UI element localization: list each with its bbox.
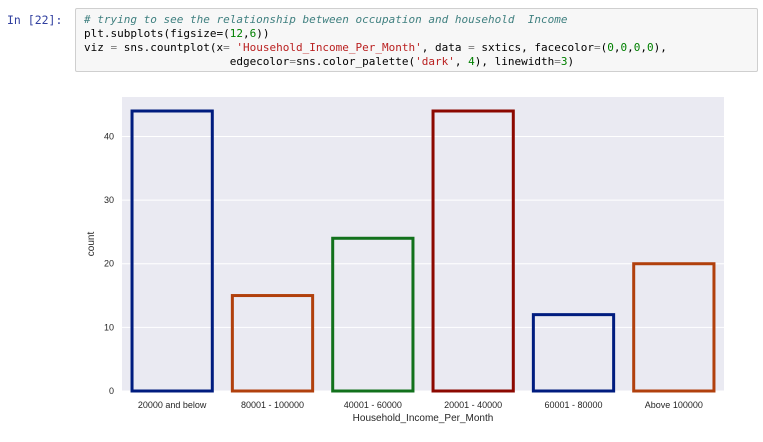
code-line: # trying to see the relationship between… <box>84 13 667 27</box>
x-axis-label: Household_Income_Per_Month <box>353 413 494 424</box>
bar <box>230 294 315 393</box>
x-tick-label: 20000 and below <box>138 400 207 410</box>
code-token: 0 <box>646 41 654 54</box>
code-input-area[interactable]: # trying to see the relationship between… <box>75 8 758 72</box>
code-token: , <box>613 41 621 54</box>
plot-background <box>122 97 724 391</box>
code-token: ), linewidth <box>474 55 555 68</box>
code-token: ) <box>567 55 575 68</box>
code-token: 'dark' <box>415 55 455 68</box>
y-axis-label: count <box>86 232 97 257</box>
code-token: edgecolor <box>84 55 290 68</box>
code-token: = <box>110 41 118 54</box>
code-editor[interactable]: # trying to see the relationship between… <box>84 13 667 69</box>
input-prompt: In [22]: <box>7 13 63 27</box>
code-token: , <box>454 55 469 68</box>
code-token: = <box>468 41 475 54</box>
code-token: , <box>640 41 647 54</box>
y-tick-label: 30 <box>104 195 114 205</box>
code-token: 0 <box>633 41 641 54</box>
code-line: plt.subplots(figsize=(12,6)) <box>84 27 667 41</box>
code-token: ), <box>653 41 667 54</box>
y-tick-label: 10 <box>104 322 114 332</box>
code-token: 3 <box>560 55 568 68</box>
x-tick-label: Above 100000 <box>645 400 703 410</box>
code-token: sns.color_palette( <box>295 55 416 68</box>
code-token: = <box>554 55 561 68</box>
code-token: 'Household_Income_Per_Month' <box>236 41 422 54</box>
y-tick-label: 20 <box>104 259 114 269</box>
x-tick-label: 60001 - 80000 <box>544 400 602 410</box>
bar <box>331 236 415 393</box>
code-token: 12 <box>229 27 243 40</box>
code-token: , data <box>421 41 469 54</box>
x-tick-label: 40001 - 60000 <box>344 400 402 410</box>
grid-lines <box>122 135 724 392</box>
code-token: viz <box>84 41 111 54</box>
code-token: sxtics, facecolor <box>474 41 594 54</box>
code-token: = <box>289 55 296 68</box>
code-token: = <box>593 41 601 54</box>
bars <box>130 109 716 393</box>
code-token: )) <box>256 27 270 40</box>
y-tick-labels: 0 10 20 30 40 <box>104 131 114 396</box>
y-tick-label: 0 <box>109 386 114 396</box>
code-token: = <box>223 41 230 54</box>
code-token: 4 <box>468 55 475 68</box>
code-token: # trying to see the relationship between… <box>84 13 568 26</box>
code-line: viz = sns.countplot(x= 'Household_Income… <box>84 41 667 55</box>
code-token: sns.countplot(x <box>117 41 224 54</box>
code-token: 0 <box>620 41 628 54</box>
code-token: 6 <box>249 27 257 40</box>
bar <box>130 109 214 393</box>
bar <box>632 262 716 393</box>
bar <box>431 109 515 393</box>
bar <box>531 313 616 393</box>
x-tick-labels: 20000 and below 80001 - 100000 40001 - 600… <box>138 400 703 410</box>
code-line: edgecolor=sns.color_palette('dark', 4), … <box>84 55 667 69</box>
code-token: , <box>242 27 250 40</box>
countplot-chart: 0 10 20 30 40 20000 and below 80001 - 100000 4… <box>86 97 724 424</box>
code-token: , <box>627 41 634 54</box>
code-token: plt.subplots(figsize=( <box>84 27 230 40</box>
code-token: ( <box>600 41 608 54</box>
y-tick-label: 40 <box>104 131 114 141</box>
output-area: 0 10 20 30 40 20000 and below 80001 - 100000 4… <box>75 86 763 437</box>
x-tick-label: 20001 - 40000 <box>444 400 502 410</box>
x-tick-label: 80001 - 100000 <box>241 400 304 410</box>
code-token: 0 <box>607 41 614 54</box>
